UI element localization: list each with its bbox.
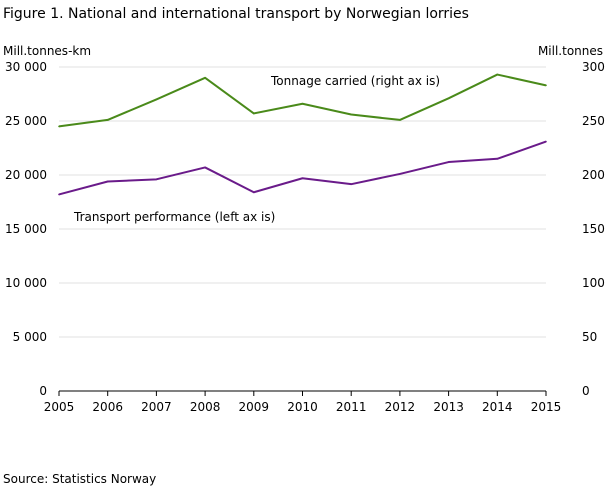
data-point	[253, 112, 255, 115]
data-point	[58, 193, 60, 196]
right-tick-label: 250	[582, 114, 605, 128]
right-axis-label: Mill.tonnes	[538, 44, 603, 58]
data-point	[545, 140, 547, 143]
x-tick-label: 2006	[92, 400, 123, 414]
right-tick-label: 300	[582, 60, 605, 74]
grid-lines	[59, 66, 546, 338]
left-tick-label: 0	[39, 384, 47, 398]
data-point	[106, 119, 109, 121]
data-point	[155, 98, 158, 101]
x-tick-label: 2011	[336, 400, 367, 414]
series-label-tonnage: Tonnage carried (right ax is)	[270, 74, 440, 88]
right-tick-label: 100	[582, 276, 605, 290]
data-point	[204, 166, 206, 169]
data-point	[106, 180, 109, 183]
data-point	[399, 119, 401, 121]
data-point	[204, 77, 206, 79]
data-point	[447, 161, 450, 163]
source-note: Source: Statistics Norway	[3, 472, 157, 486]
x-tick-label: 2007	[141, 400, 172, 414]
left-tick-label: 25 000	[5, 114, 47, 128]
data-point	[58, 125, 60, 128]
x-tick-label: 2010	[287, 400, 318, 414]
left-tick-label: 30 000	[5, 60, 47, 74]
data-point	[496, 73, 499, 76]
data-point	[301, 177, 304, 180]
series-label-transport-performance: Transport performance (left ax is)	[73, 210, 275, 224]
left-tick-label: 15 000	[5, 222, 47, 236]
data-point	[399, 173, 401, 175]
x-tick-label: 2008	[190, 400, 221, 414]
left-tick-label: 5 000	[13, 330, 47, 344]
right-tick-label: 50	[582, 330, 597, 344]
axes: 0 0 5 000 50 10 000 100 15 000 150 20 000 200 25 0…	[5, 60, 605, 414]
x-tick-label: 2012	[385, 400, 416, 414]
x-tick-label: 2009	[239, 400, 270, 414]
right-tick-label: 150	[582, 222, 605, 236]
series-line-transport-performance	[58, 140, 547, 196]
data-point	[350, 113, 353, 116]
x-tick-label: 2015	[531, 400, 562, 414]
data-point	[496, 158, 499, 160]
series-lines	[58, 73, 547, 196]
x-tick-label: 2014	[482, 400, 513, 414]
data-point	[301, 102, 304, 105]
left-tick-label: 20 000	[5, 168, 47, 182]
right-tick-label: 0	[582, 384, 590, 398]
data-point	[545, 84, 547, 87]
data-point	[350, 183, 353, 185]
left-axis-label: Mill.tonnes-km	[3, 44, 91, 58]
right-tick-label: 200	[582, 168, 605, 182]
x-tick-label: 2005	[44, 400, 75, 414]
data-point	[155, 178, 158, 181]
left-tick-label: 10 000	[5, 276, 47, 290]
data-point	[253, 191, 255, 194]
chart-title: Figure 1. National and international tra…	[3, 6, 469, 22]
data-point	[447, 97, 450, 100]
x-tick-label: 2013	[433, 400, 464, 414]
